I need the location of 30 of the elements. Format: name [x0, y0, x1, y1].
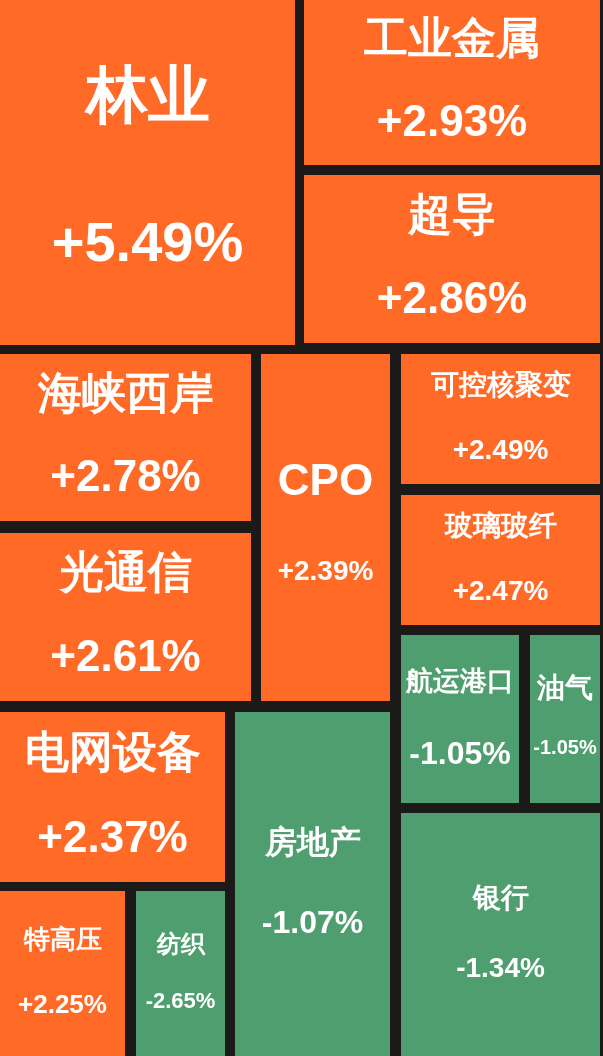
category-label: 纺织 — [155, 929, 206, 957]
data-label: -1.05% — [409, 735, 511, 772]
data-label: -2.65% — [145, 988, 216, 1014]
category-label: 玻璃玻纤 — [443, 510, 557, 542]
category-label: 可控核聚变 — [429, 369, 571, 401]
data-label: +2.93% — [376, 95, 528, 145]
category-label: 房地产 — [263, 824, 361, 861]
data-label: -1.05% — [533, 736, 597, 759]
data-label: +2.78% — [50, 451, 201, 501]
data-label: -1.34% — [456, 951, 545, 983]
category-label: CPO — [277, 455, 374, 504]
data-label: +2.25% — [18, 988, 107, 1019]
data-label: +2.47% — [452, 575, 549, 607]
category-label: 电网设备 — [24, 726, 201, 776]
data-label: +2.37% — [37, 811, 188, 861]
data-label: +2.49% — [452, 434, 549, 466]
category-label: 航运港口 — [405, 665, 514, 696]
data-label: +2.86% — [376, 273, 528, 323]
data-label: +2.39% — [277, 554, 374, 586]
data-label: -1.07% — [261, 903, 364, 940]
category-label: 银行 — [471, 882, 529, 914]
data-label: +5.49% — [51, 210, 244, 274]
category-label: 工业金属 — [364, 13, 540, 63]
data-label: +2.61% — [50, 631, 201, 681]
category-label: 海峡西岸 — [36, 367, 214, 417]
category-label: 油气 — [536, 671, 593, 703]
category-label: 超导 — [407, 189, 496, 239]
category-label: 特高压 — [22, 924, 102, 955]
category-label: 光通信 — [57, 547, 192, 597]
category-label: 林业 — [83, 60, 210, 130]
